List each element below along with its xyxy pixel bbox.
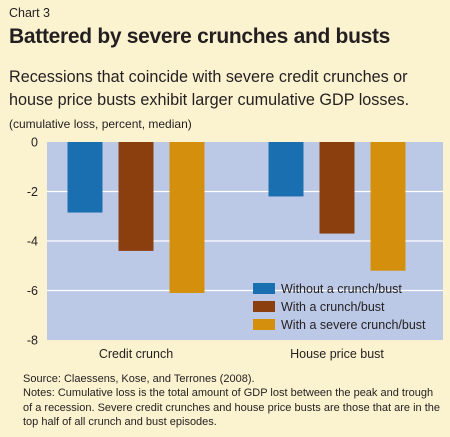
bar [268,142,304,197]
chart-number: Chart 3 [9,6,50,20]
legend-label: With a crunch/bust [281,300,385,314]
bar [319,142,355,234]
legend-label: With a severe crunch/bust [281,318,426,332]
y-tick-label: 0 [31,136,38,150]
y-tick-label: -2 [27,185,38,199]
x-tick-label: Credit crunch [99,347,173,361]
legend-swatch [253,319,275,330]
x-tick-label: House price bust [290,347,384,361]
bar [118,142,154,251]
y-axis-unit-label: (cumulative loss, percent, median) [9,117,192,131]
legend-label: Without a crunch/bust [281,282,402,296]
y-tick-label: -6 [27,284,38,298]
bar [169,142,205,293]
y-tick-label: -4 [27,235,38,249]
bar [67,142,103,213]
source-note: Source: Claessens, Kose, and Terrones (2… [23,373,255,385]
legend-swatch [253,283,275,294]
notes: Notes: Cumulative loss is the total amou… [23,387,441,428]
y-tick-label: -8 [27,334,38,348]
chart-subtitle: Recessions that coincide with severe cre… [9,68,410,109]
chart-title: Battered by severe crunches and busts [9,25,391,48]
bar [370,142,406,271]
legend-swatch [253,301,275,312]
